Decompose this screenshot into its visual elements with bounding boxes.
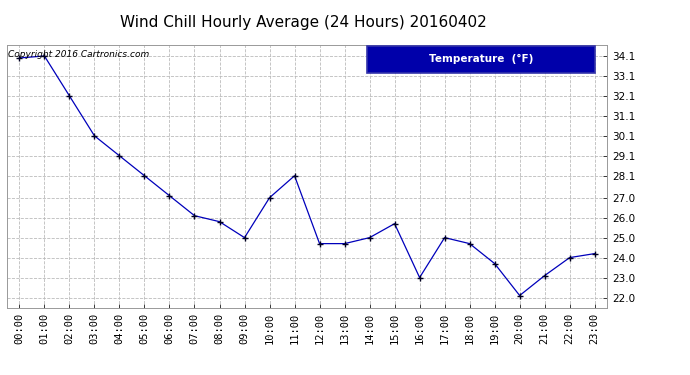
FancyBboxPatch shape bbox=[367, 46, 595, 73]
Text: Temperature  (°F): Temperature (°F) bbox=[429, 54, 533, 64]
Text: Copyright 2016 Cartronics.com: Copyright 2016 Cartronics.com bbox=[8, 50, 149, 59]
Text: Wind Chill Hourly Average (24 Hours) 20160402: Wind Chill Hourly Average (24 Hours) 201… bbox=[120, 15, 487, 30]
